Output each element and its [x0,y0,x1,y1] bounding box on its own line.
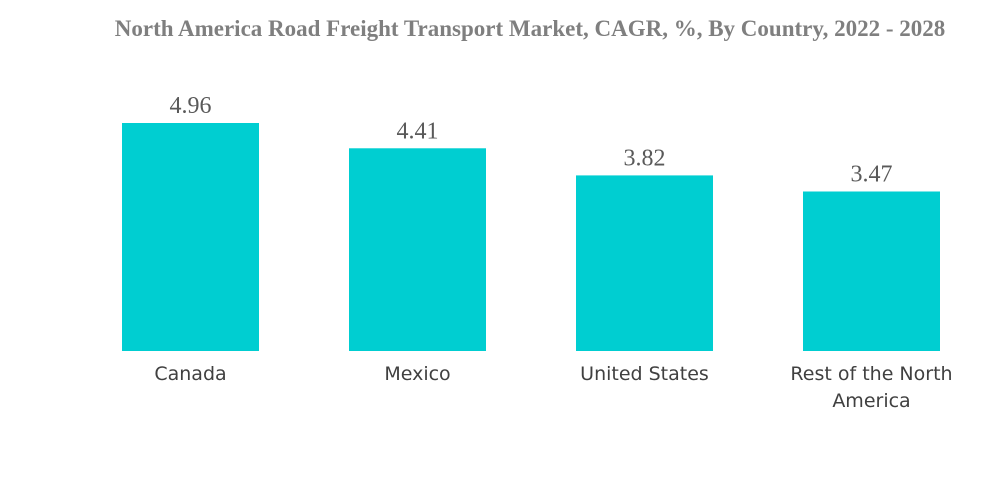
data-label: 4.41 [397,118,439,144]
category-label: Rest of the North [790,363,952,385]
bar [803,191,940,351]
bar [576,175,713,351]
bar [349,148,486,351]
data-label: 3.82 [624,145,666,171]
category-label: United States [580,363,709,385]
data-label: 4.96 [170,93,212,119]
category-label: Mexico [384,363,450,385]
chart-title: North America Road Freight Transport Mar… [114,16,946,41]
bar [122,123,259,351]
data-label: 3.47 [851,161,893,187]
category-label: America [832,390,910,412]
category-label: Canada [154,363,226,385]
